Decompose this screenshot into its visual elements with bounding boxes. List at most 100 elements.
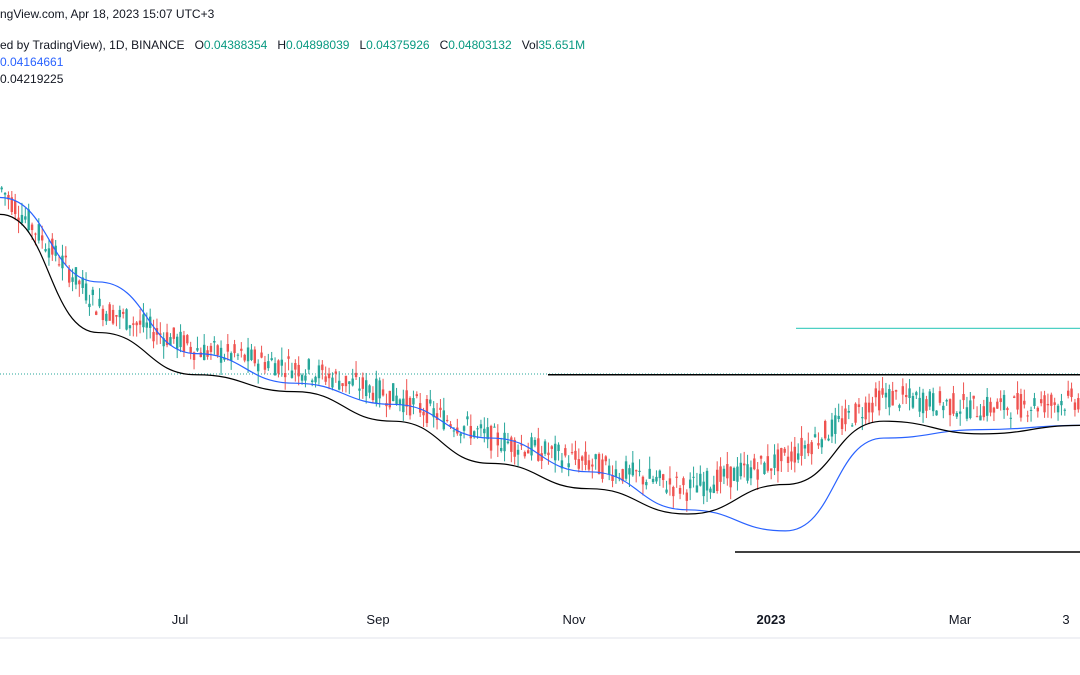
candle	[388, 390, 392, 410]
candle-body	[196, 348, 199, 351]
candle-body	[81, 277, 84, 288]
candle-body	[331, 377, 334, 388]
candle-body	[459, 433, 462, 436]
candle-body	[496, 432, 500, 446]
candle	[287, 349, 290, 371]
ohlc-l-value: 0.04375926	[366, 38, 430, 52]
candle	[678, 485, 682, 500]
candle-body	[614, 469, 618, 477]
candle	[7, 191, 10, 210]
candle	[587, 454, 591, 472]
candle-body	[24, 216, 27, 220]
time-axis-labels: Jul Sep Nov 2023 Mar 3	[172, 612, 1070, 627]
candle	[928, 388, 932, 411]
candle	[722, 465, 726, 485]
candle	[10, 191, 14, 216]
candle	[840, 405, 844, 435]
candle	[1023, 389, 1026, 409]
candle-body	[432, 408, 435, 418]
moving-averages	[0, 196, 1080, 532]
candle	[648, 456, 651, 479]
candle	[51, 233, 54, 261]
candle	[405, 379, 408, 416]
candle	[1066, 380, 1070, 399]
candle	[439, 399, 442, 418]
candle-body	[324, 376, 327, 382]
candle	[574, 440, 577, 466]
candle	[1026, 410, 1029, 423]
candle-body	[499, 447, 503, 451]
candle-body	[678, 487, 682, 494]
ohlc-vol-label: Vol	[521, 38, 539, 52]
candle	[395, 387, 398, 406]
candle	[277, 359, 280, 378]
candle	[972, 395, 975, 410]
candle	[108, 302, 111, 321]
candle-body	[381, 389, 385, 396]
candle	[267, 353, 270, 371]
candle-body	[202, 344, 206, 361]
candle-body	[560, 460, 564, 469]
candle	[699, 465, 702, 487]
candle-body	[462, 426, 466, 431]
candle-body	[675, 476, 678, 478]
candle	[655, 470, 658, 484]
candle	[668, 466, 672, 496]
candle	[958, 399, 962, 426]
candle	[989, 397, 992, 417]
candle-body	[692, 476, 695, 478]
candle	[979, 403, 982, 421]
candle	[709, 486, 712, 499]
candle-body	[88, 303, 91, 308]
candle-body	[199, 352, 203, 358]
candle-body	[753, 458, 756, 470]
candle	[594, 453, 597, 470]
candle	[628, 464, 631, 487]
candle-body	[742, 463, 746, 466]
candle-body	[0, 187, 3, 190]
candle-body	[1016, 393, 1019, 410]
candle-body	[780, 447, 783, 462]
candle	[553, 435, 557, 473]
candle	[969, 391, 972, 420]
candle-body	[877, 390, 881, 411]
candle-body	[1029, 409, 1033, 411]
candle-body	[17, 217, 20, 221]
candle	[763, 461, 766, 475]
candle	[88, 294, 91, 316]
candle	[270, 351, 273, 362]
candle	[47, 239, 51, 266]
candle-body	[1019, 394, 1023, 418]
candle	[74, 267, 78, 290]
candle-body	[277, 360, 280, 374]
candle	[132, 316, 135, 337]
candle-body	[412, 398, 415, 405]
candle	[611, 465, 614, 488]
moving-average-1	[0, 213, 1080, 515]
candle-body	[722, 468, 726, 477]
candle-body	[813, 434, 817, 438]
candle	[192, 351, 196, 370]
candle	[753, 453, 756, 471]
candle-body	[476, 428, 479, 430]
candle-body	[118, 309, 122, 318]
candle	[327, 367, 331, 390]
candle	[337, 371, 341, 391]
candle-body	[712, 484, 716, 493]
candle-body	[74, 267, 78, 285]
candle-body	[439, 407, 442, 410]
candle-body	[668, 478, 672, 485]
candle-body	[996, 401, 999, 409]
candle-body	[290, 370, 294, 378]
candle-body	[101, 308, 105, 321]
candle-body	[61, 255, 64, 269]
candle	[1056, 403, 1060, 421]
candle-body	[142, 314, 145, 328]
candle	[368, 384, 371, 399]
candle	[867, 393, 871, 425]
candle-body	[341, 383, 344, 387]
candle-body	[209, 345, 213, 352]
candle-body	[925, 399, 928, 411]
candle	[445, 415, 449, 423]
